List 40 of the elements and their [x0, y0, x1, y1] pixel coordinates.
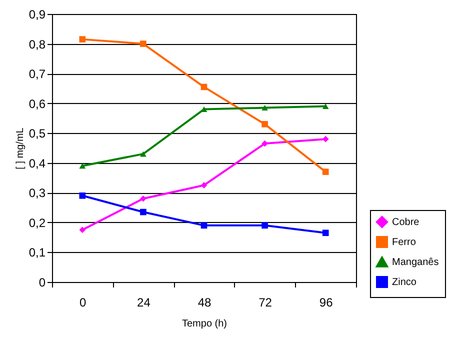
y-tick-label: 0,4	[28, 156, 46, 170]
x-axis-title: Tempo (h)	[182, 318, 228, 330]
x-tick-label: 48	[198, 296, 212, 310]
point	[262, 105, 268, 111]
point	[140, 208, 146, 216]
y-tick-label: 0,9	[28, 8, 46, 22]
point	[322, 168, 329, 175]
y-axis-title: [ ] mg/mL	[14, 127, 26, 170]
point	[79, 36, 86, 42]
point	[200, 84, 208, 90]
y-tick-label: 0,6	[28, 96, 46, 111]
x-tick-label: 72	[258, 296, 272, 310]
point	[200, 182, 208, 188]
point	[322, 230, 329, 236]
x-tick-label: 96	[319, 296, 334, 310]
point	[200, 222, 208, 229]
x-tick-label: 0	[80, 296, 87, 310]
point	[262, 140, 268, 147]
legend-label: Manganês	[392, 257, 439, 268]
y-tick-label: 0,5	[28, 126, 46, 141]
y-tick-label: 0,7	[28, 67, 46, 82]
point	[79, 226, 86, 234]
y-tick-label: 0,8	[28, 37, 46, 52]
point	[79, 192, 86, 199]
legend-label: Ferro	[392, 237, 416, 248]
point	[262, 121, 268, 128]
point	[262, 222, 268, 229]
legend-label: Cobre	[392, 217, 420, 228]
point	[140, 195, 146, 202]
point	[322, 104, 329, 110]
point	[140, 151, 146, 157]
x-tick-label: 24	[137, 296, 151, 310]
y-tick-label: 0,3	[28, 186, 46, 200]
y-tick-label: 0,1	[28, 246, 46, 260]
legend-label: Zinco	[392, 277, 417, 288]
point	[322, 136, 329, 142]
point	[79, 163, 86, 169]
point	[140, 40, 146, 47]
y-tick-label: 0	[38, 276, 46, 290]
y-tick-label: 0,2	[28, 216, 46, 230]
